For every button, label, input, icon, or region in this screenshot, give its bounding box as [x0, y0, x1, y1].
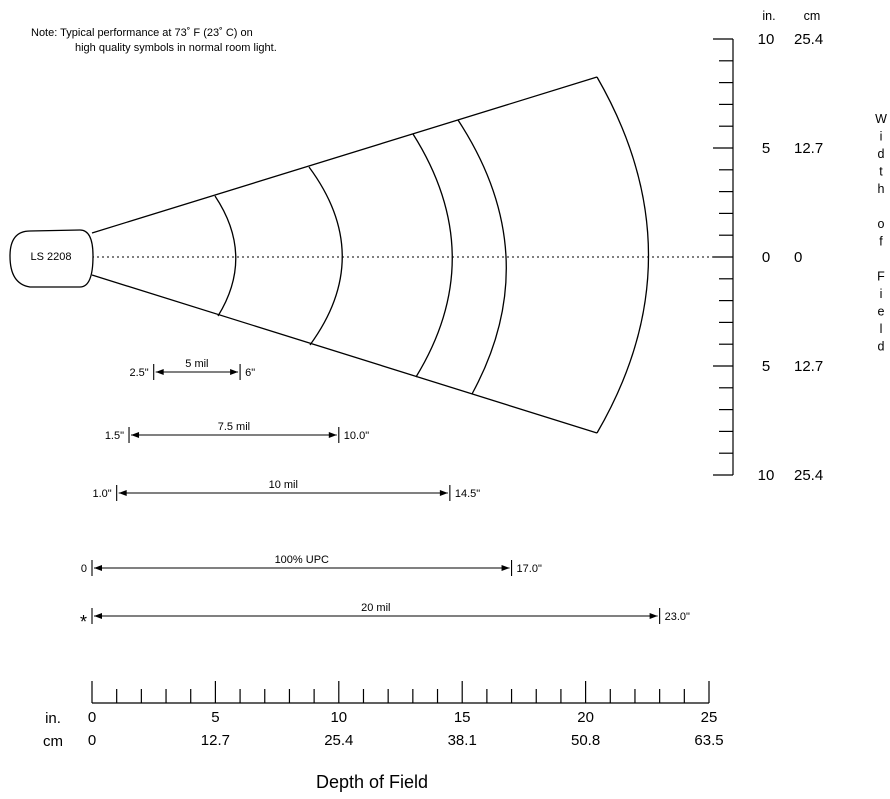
width-title-letter: i [880, 287, 883, 301]
width-title-letter: t [879, 165, 883, 179]
depth-ruler [92, 681, 709, 703]
depth-unit-in: in. [45, 710, 61, 727]
width-label-in: 10 [758, 467, 775, 484]
width-label-in: 5 [762, 140, 770, 157]
range-arrow-left [156, 369, 164, 375]
range-arrow-right [650, 613, 658, 619]
arc-5-mil [215, 196, 236, 316]
range-row: 7.5 mil 1.5" 10.0" [105, 421, 369, 443]
scan-cone [92, 77, 649, 433]
range-row: 20 mil * 23.0" [80, 602, 690, 632]
width-title-letter: o [878, 217, 885, 231]
depth-label-in: 0 [88, 709, 96, 726]
range-arrow-right [440, 490, 448, 496]
width-title-letter: h [878, 182, 885, 196]
range-row: 100% UPC 0 17.0" [81, 554, 542, 576]
width-title-letter: d [878, 340, 885, 354]
width-label-in: 5 [762, 358, 770, 375]
range-far-label: 23.0" [665, 611, 690, 623]
depth-label-in: 5 [211, 709, 219, 726]
width-title-letter: F [877, 270, 885, 284]
range-bars: 5 mil 2.5" 6" 7.5 mil 1.5" 10.0" 10 mil 1.0" 14.… [80, 358, 690, 632]
depth-label-cm: 0 [88, 732, 96, 749]
width-label-cm: 0 [794, 249, 802, 266]
range-near-label: * [80, 612, 87, 632]
arc-7-5-mil [309, 167, 342, 345]
range-arrow-left [131, 432, 139, 438]
width-title-letter: d [878, 147, 885, 161]
depth-labels: 0 5 10 15 20 25 0 12.7 25.4 38.1 50.8 63.5 [88, 709, 724, 749]
depth-label-in: 25 [701, 709, 718, 726]
range-symbol-label: 100% UPC [275, 554, 329, 566]
range-far-label: 10.0" [344, 430, 369, 442]
range-arrow-left [119, 490, 127, 496]
range-row: 5 mil 2.5" 6" [129, 358, 255, 380]
depth-label-cm: 63.5 [694, 732, 723, 749]
width-label-cm: 12.7 [794, 140, 823, 157]
range-symbol-label: 10 mil [269, 479, 298, 491]
range-arrow-left [94, 565, 102, 571]
range-far-label: 17.0" [517, 563, 542, 575]
cone-upper-edge [92, 77, 597, 233]
range-row: 10 mil 1.0" 14.5" [92, 479, 480, 501]
depth-label-in: 10 [330, 709, 347, 726]
width-label-cm: 25.4 [794, 467, 823, 484]
scanner-label: LS 2208 [31, 251, 72, 263]
range-arrow-right [329, 432, 337, 438]
range-far-label: 6" [245, 367, 255, 379]
range-near-label: 2.5" [129, 367, 148, 379]
width-title-letter: i [880, 130, 883, 144]
range-symbol-label: 7.5 mil [218, 421, 250, 433]
cone-lower-edge [92, 275, 597, 433]
width-title-letter: f [879, 235, 883, 249]
arc-10-mil [413, 134, 452, 377]
range-arrow-left [94, 613, 102, 619]
width-unit-in: in. [762, 9, 775, 23]
width-unit-cm: cm [804, 9, 821, 23]
width-ruler [713, 39, 733, 475]
range-near-label: 1.5" [105, 430, 124, 442]
range-near-label: 1.0" [92, 488, 111, 500]
note-line-2: high quality symbols in normal room ligh… [75, 42, 277, 54]
width-label-cm: 25.4 [794, 31, 823, 48]
width-labels: 10 25.4 5 12.7 0 0 5 12.7 10 25.4 [758, 31, 824, 484]
range-arrow-right [230, 369, 238, 375]
depth-label-cm: 50.8 [571, 732, 600, 749]
width-label-in: 0 [762, 249, 770, 266]
width-label-in: 10 [758, 31, 775, 48]
depth-label-cm: 12.7 [201, 732, 230, 749]
range-symbol-label: 5 mil [185, 358, 208, 370]
depth-label-cm: 25.4 [324, 732, 353, 749]
width-title-letter: e [878, 305, 885, 319]
width-title-letter: W [875, 112, 887, 126]
depth-label-in: 15 [454, 709, 471, 726]
width-title-letter: l [880, 322, 883, 336]
range-arrow-right [502, 565, 510, 571]
width-label-cm: 12.7 [794, 358, 823, 375]
range-near-label: 0 [81, 563, 87, 575]
scanner-head: LS 2208 [10, 230, 93, 287]
note-line-1: Note: Typical performance at 73˚ F (23˚ … [31, 27, 253, 39]
depth-label-cm: 38.1 [448, 732, 477, 749]
cone-outer-arc [597, 77, 649, 433]
depth-label-in: 20 [577, 709, 594, 726]
range-far-label: 14.5" [455, 488, 480, 500]
range-symbol-label: 20 mil [361, 602, 390, 614]
depth-axis-title: Depth of Field [316, 772, 428, 792]
depth-unit-cm: cm [43, 733, 63, 750]
